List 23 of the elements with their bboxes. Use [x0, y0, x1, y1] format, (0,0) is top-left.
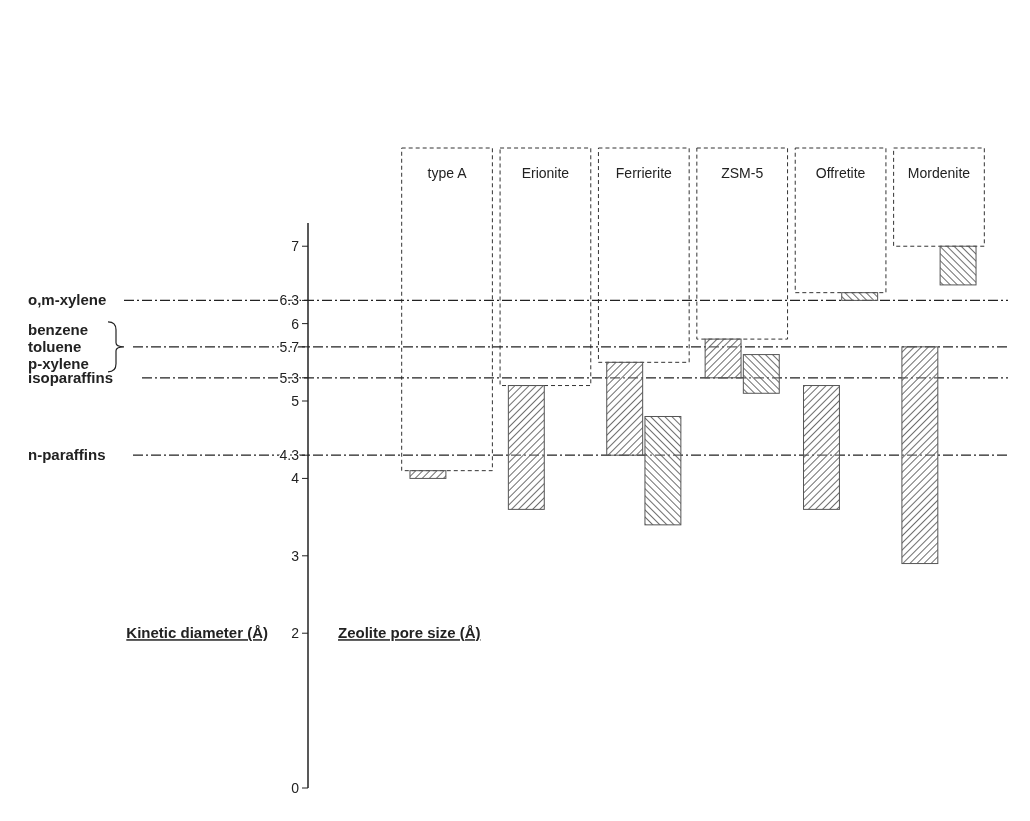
- x-tick-label: Offretite: [815, 165, 866, 181]
- x-tick-label: Ferrierite: [615, 165, 673, 181]
- bar: [507, 385, 545, 510]
- bar: [841, 292, 879, 301]
- y-axis-title: Kinetic diameter (Å): [126, 624, 268, 642]
- ref-line-label: n-paraffins: [28, 446, 106, 464]
- y-tick-label: 0: [291, 779, 300, 796]
- y-tick-label: 6: [291, 315, 300, 332]
- y-tick-label: 4: [291, 470, 300, 487]
- bar: [901, 346, 939, 565]
- y-tick-label: 2: [291, 625, 300, 642]
- x-tick-label: Mordenite: [907, 165, 971, 181]
- x-tick-label: type A: [427, 165, 468, 181]
- x-axis-title: Zeolite pore size (Å): [338, 624, 481, 642]
- x-tick-label: Erionite: [521, 165, 570, 181]
- y-tick-label: 5: [291, 392, 300, 409]
- y-tick-label: 7: [291, 238, 300, 255]
- y-tick-label: 3: [291, 547, 300, 564]
- bar: [939, 245, 977, 286]
- bar: [803, 385, 840, 510]
- bar: [409, 470, 447, 479]
- x-tick-label: ZSM-5: [721, 165, 764, 181]
- ref-line-label: o,m-xylene: [28, 291, 107, 309]
